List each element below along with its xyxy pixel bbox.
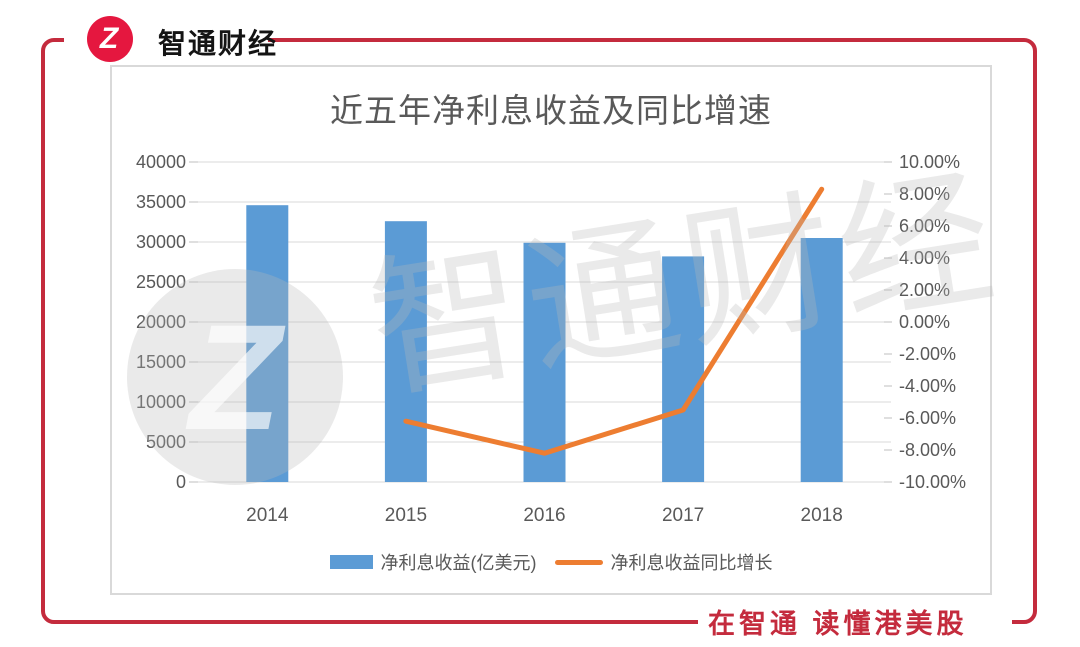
right-axis-label: 0.00% <box>899 312 950 332</box>
legend-line-swatch-icon <box>554 559 603 565</box>
legend-bar-label: 净利息收益(亿美元) <box>380 553 537 573</box>
brand-logo: Z <box>87 16 133 62</box>
right-axis-label: -2.00% <box>899 344 956 364</box>
left-axis-label: 25000 <box>136 272 186 292</box>
legend-bar-swatch-icon <box>329 555 373 569</box>
right-axis-label: -6.00% <box>899 408 956 428</box>
x-axis-label: 2014 <box>246 505 289 526</box>
bar-2014 <box>246 205 289 482</box>
right-axis-label: 8.00% <box>899 184 950 204</box>
logo-z-icon: Z <box>99 22 119 55</box>
brand-name: 智通财经 <box>158 28 279 59</box>
right-axis-label: 4.00% <box>899 248 950 268</box>
trend-line <box>403 186 825 456</box>
footer-slogan: 在智通 读懂港美股 <box>708 609 968 639</box>
brand-frame-border <box>41 38 1037 624</box>
bar-2015 <box>384 221 427 482</box>
left-axis-label: 10000 <box>136 392 186 412</box>
x-axis-label: 2015 <box>385 505 427 526</box>
right-axis-label: 2.00% <box>899 280 950 300</box>
right-axis-label: -8.00% <box>899 440 956 460</box>
left-axis-label: 5000 <box>146 432 186 452</box>
left-axis-label: 30000 <box>136 232 186 252</box>
right-axis-label: 6.00% <box>899 216 950 236</box>
chart-legend: 净利息收益(亿美元) 净利息收益同比增长 <box>110 549 992 575</box>
left-axis-label: 40000 <box>136 152 186 172</box>
frame-gap-bottom <box>698 615 1012 630</box>
left-axis-label: 35000 <box>136 192 186 212</box>
x-axis-label: 2017 <box>662 505 704 526</box>
left-axis-label: 0 <box>176 472 186 492</box>
x-axis-label: 2018 <box>801 505 843 526</box>
bar-2018 <box>800 238 843 482</box>
left-axis-label: 15000 <box>136 352 186 372</box>
bar-2016 <box>523 242 566 482</box>
right-axis-label: -4.00% <box>899 376 956 396</box>
bar-2017 <box>662 256 705 482</box>
legend-line-label: 净利息收益同比增长 <box>610 553 773 573</box>
chart-title: 近五年净利息收益及同比增速 <box>330 92 772 129</box>
right-axis-label: 10.00% <box>899 152 960 172</box>
left-axis-label: 20000 <box>136 312 186 332</box>
x-axis-label: 2016 <box>523 505 565 526</box>
right-axis-label: -10.00% <box>899 472 966 492</box>
